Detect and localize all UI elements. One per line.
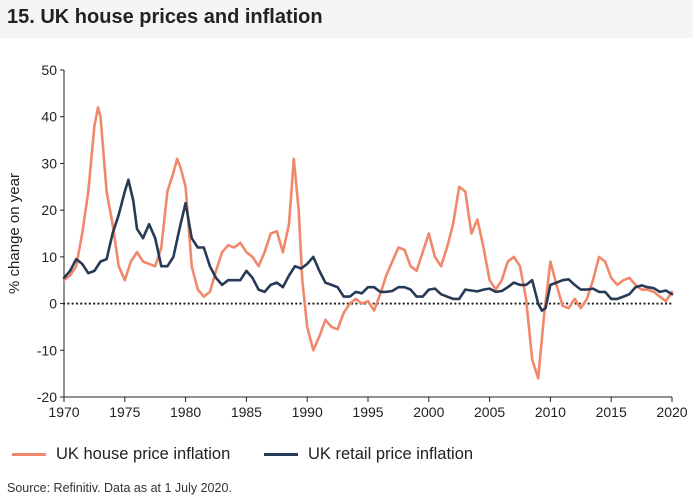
y-tick-label: -10 <box>37 342 57 358</box>
legend-label-retail: UK retail price inflation <box>308 444 474 463</box>
x-tick-label: 2015 <box>596 404 627 420</box>
source-note: Source: Refinitiv. Data as at 1 July 202… <box>7 481 232 495</box>
x-tick-label: 1985 <box>231 404 262 420</box>
x-tick-label: 2005 <box>474 404 505 420</box>
y-tick-label: 0 <box>49 296 57 312</box>
x-tick-label: 2020 <box>656 404 687 420</box>
series-line-retail-price-inflation <box>62 178 674 312</box>
series-line-house-price-inflation <box>62 106 674 380</box>
y-tick-label: -20 <box>37 389 57 405</box>
y-tick-label: 10 <box>41 249 57 265</box>
line-chart: -20 -10 0 10 20 30 40 50 1970 1975 1980 1985 1990 199… <box>6 62 688 420</box>
x-tick-label: 1980 <box>170 404 201 420</box>
legend-swatch-house <box>12 452 46 456</box>
title-bar: 15. UK house prices and inflation <box>0 0 693 38</box>
y-tick-label: 30 <box>41 155 57 171</box>
chart-title: 15. UK house prices and inflation <box>7 6 323 28</box>
y-tick-label: 40 <box>41 109 57 125</box>
x-tick-label: 1975 <box>109 404 140 420</box>
x-tick-label: 1970 <box>48 404 79 420</box>
x-tick-label: 2010 <box>535 404 566 420</box>
legend-item-house: UK house price inflation <box>12 443 230 465</box>
y-tick-label: 20 <box>41 202 57 218</box>
legend-label-house: UK house price inflation <box>56 444 231 463</box>
y-axis-title: % change on year <box>6 173 23 294</box>
legend-swatch-retail <box>264 452 298 456</box>
legend-item-retail: UK retail price inflation <box>264 443 473 465</box>
y-tick-label: 50 <box>41 62 57 78</box>
x-tick-label: 1995 <box>352 404 383 420</box>
x-tick-label: 1990 <box>292 404 323 420</box>
x-tick-label: 2000 <box>413 404 444 420</box>
